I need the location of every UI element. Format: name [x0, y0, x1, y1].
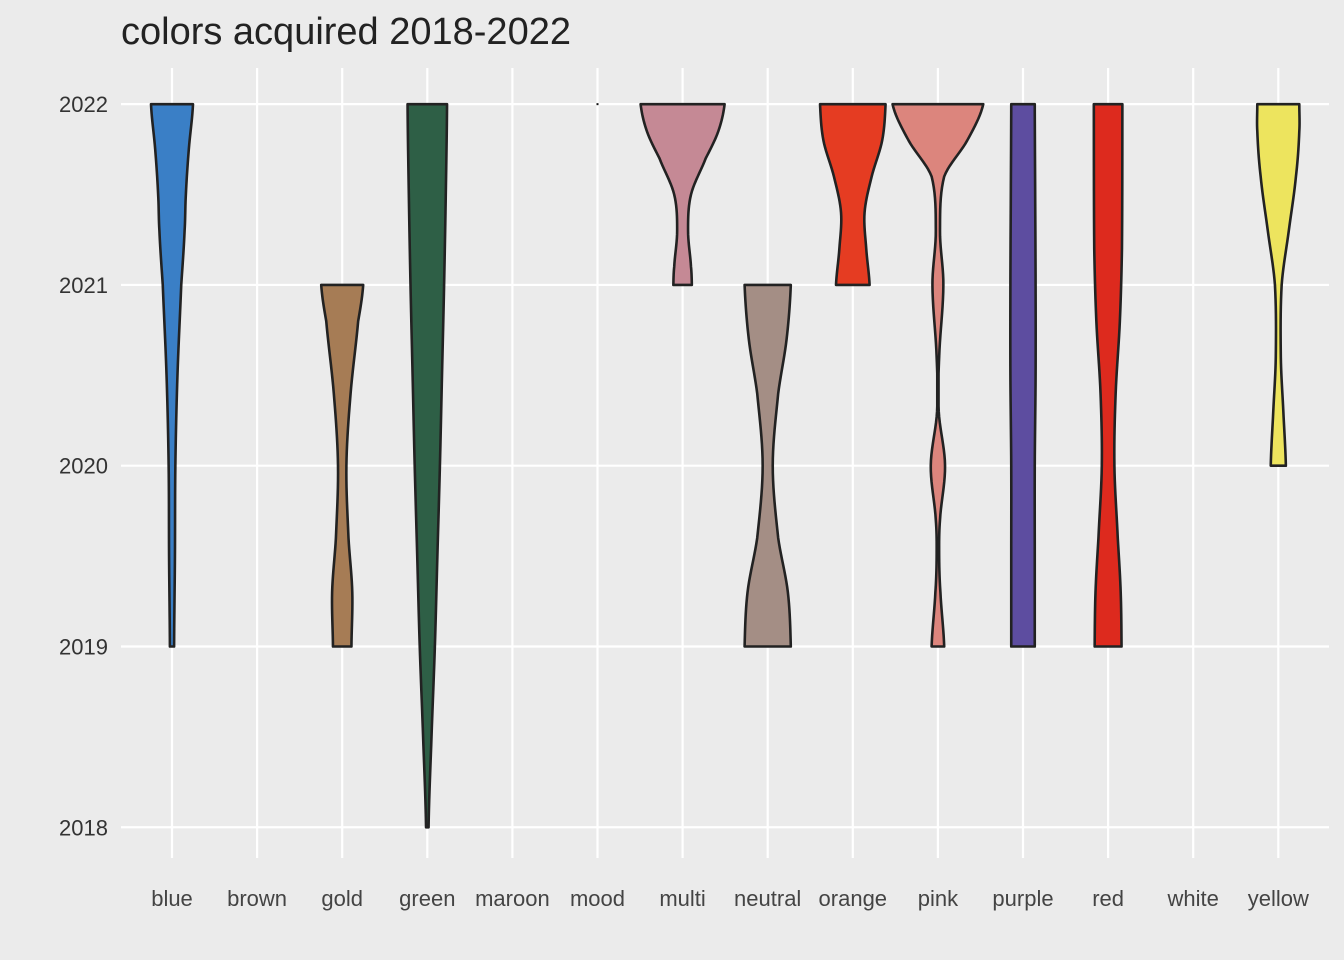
x-tick-label-maroon: maroon: [475, 886, 550, 911]
violin-orange: [818, 102, 887, 287]
chart-title: colors acquired 2018-2022: [121, 11, 571, 53]
x-tick-label-neutral: neutral: [734, 886, 801, 911]
violin-red: [1092, 102, 1124, 648]
x-tick-label-green: green: [399, 886, 455, 911]
violin-yellow: [1255, 102, 1301, 468]
violin-multi: [639, 102, 726, 287]
y-tick-label-2022: 2022: [59, 92, 108, 117]
x-tick-label-white: white: [1167, 886, 1219, 911]
x-tick-label-multi: multi: [659, 886, 705, 911]
y-tick-labels: 2018 2019 2020 2021 2022: [59, 92, 108, 840]
x-tick-labels: blue brown gold green maroon mood multi neutral…: [151, 886, 1309, 911]
violin-pink: [891, 102, 985, 648]
violin-neutral: [743, 283, 793, 648]
y-tick-label-2018: 2018: [59, 815, 108, 840]
y-tick-label-2020: 2020: [59, 454, 108, 479]
x-tick-label-brown: brown: [227, 886, 287, 911]
violin-green: [406, 102, 449, 829]
violin-blue: [149, 102, 195, 648]
x-tick-label-mood: mood: [570, 886, 625, 911]
y-tick-label-2021: 2021: [59, 273, 108, 298]
violin-mood: [596, 103, 599, 106]
x-tick-label-blue: blue: [151, 886, 193, 911]
x-tick-label-pink: pink: [918, 886, 959, 911]
x-tick-label-gold: gold: [321, 886, 363, 911]
x-tick-label-purple: purple: [992, 886, 1053, 911]
violin-gold: [319, 283, 365, 648]
violin-purple: [1009, 102, 1037, 648]
x-tick-label-red: red: [1092, 886, 1124, 911]
violins: [149, 102, 1301, 829]
y-tick-label-2019: 2019: [59, 634, 108, 659]
x-tick-label-orange: orange: [819, 886, 888, 911]
x-tick-label-yellow: yellow: [1248, 886, 1309, 911]
y-gridlines: [121, 103, 1329, 829]
